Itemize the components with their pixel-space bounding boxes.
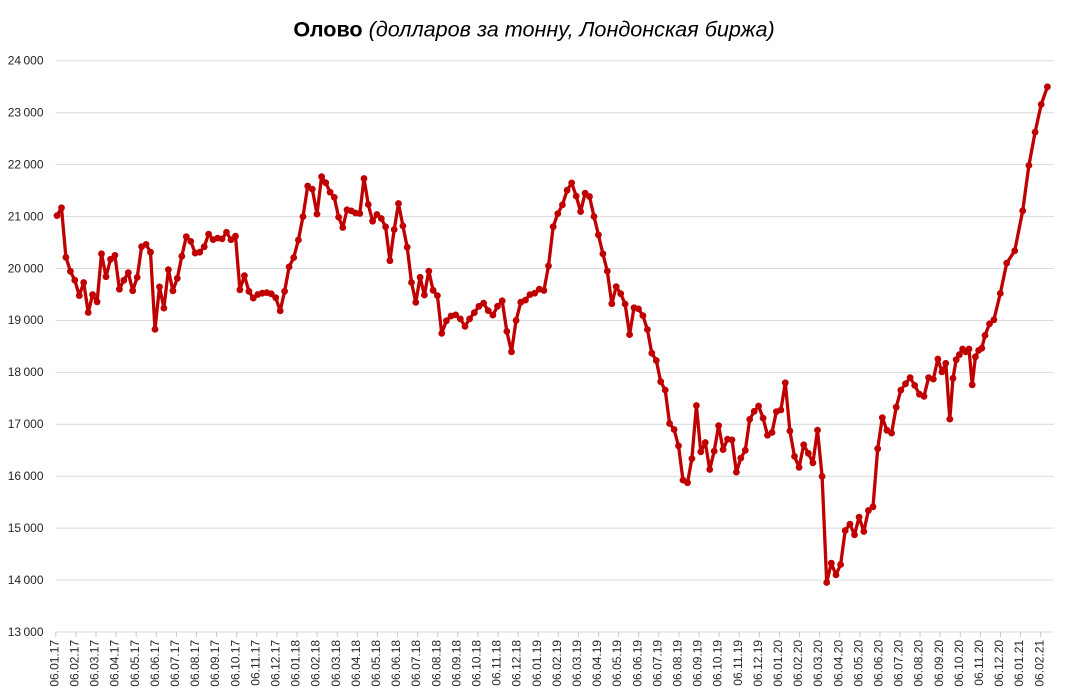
svg-text:23 000: 23 000 xyxy=(8,106,44,120)
svg-text:06.02.17: 06.02.17 xyxy=(68,640,82,687)
svg-text:22 000: 22 000 xyxy=(8,158,44,172)
svg-text:06.12.19: 06.12.19 xyxy=(751,640,765,687)
svg-text:06.12.18: 06.12.18 xyxy=(510,640,524,687)
svg-text:13 000: 13 000 xyxy=(8,625,44,639)
svg-text:06.11.17: 06.11.17 xyxy=(248,640,262,686)
svg-text:06.03.19: 06.03.19 xyxy=(570,640,584,687)
svg-text:06.09.18: 06.09.18 xyxy=(449,640,463,687)
svg-text:06.04.17: 06.04.17 xyxy=(108,640,122,687)
svg-text:21 000: 21 000 xyxy=(8,209,44,223)
svg-text:06.10.18: 06.10.18 xyxy=(470,640,484,687)
svg-text:06.07.19: 06.07.19 xyxy=(650,640,664,687)
svg-text:06.06.17: 06.06.17 xyxy=(148,640,162,687)
svg-text:14 000: 14 000 xyxy=(8,573,44,587)
svg-text:17 000: 17 000 xyxy=(8,417,44,431)
svg-text:06.03.17: 06.03.17 xyxy=(88,640,102,687)
svg-text:19 000: 19 000 xyxy=(8,313,44,327)
svg-text:06.05.17: 06.05.17 xyxy=(128,640,142,687)
svg-text:06.05.19: 06.05.19 xyxy=(610,640,624,687)
svg-text:06.08.20: 06.08.20 xyxy=(912,640,926,687)
svg-text:24 000: 24 000 xyxy=(8,54,44,68)
svg-text:06.02.19: 06.02.19 xyxy=(550,640,564,687)
svg-text:06.10.20: 06.10.20 xyxy=(952,640,966,687)
svg-text:06.12.20: 06.12.20 xyxy=(992,640,1006,687)
svg-text:06.10.19: 06.10.19 xyxy=(711,640,725,687)
svg-text:06.11.18: 06.11.18 xyxy=(490,640,504,686)
svg-text:06.11.20: 06.11.20 xyxy=(972,640,986,686)
svg-text:06.02.18: 06.02.18 xyxy=(309,640,323,687)
svg-text:06.04.20: 06.04.20 xyxy=(831,640,845,687)
svg-text:06.01.19: 06.01.19 xyxy=(530,640,544,687)
svg-text:06.04.18: 06.04.18 xyxy=(349,640,363,687)
svg-text:06.01.20: 06.01.20 xyxy=(771,640,785,687)
svg-text:06.07.17: 06.07.17 xyxy=(168,640,182,687)
svg-text:06.06.19: 06.06.19 xyxy=(630,640,644,687)
svg-text:06.12.17: 06.12.17 xyxy=(269,640,283,687)
svg-text:06.09.20: 06.09.20 xyxy=(932,640,946,687)
svg-text:06.02.20: 06.02.20 xyxy=(791,640,805,687)
svg-text:16 000: 16 000 xyxy=(8,469,44,483)
svg-text:06.05.20: 06.05.20 xyxy=(851,640,865,687)
svg-text:06.11.19: 06.11.19 xyxy=(731,640,745,686)
svg-text:06.09.19: 06.09.19 xyxy=(691,640,705,687)
svg-text:06.04.19: 06.04.19 xyxy=(590,640,604,687)
svg-text:06.01.18: 06.01.18 xyxy=(289,640,303,687)
svg-text:06.03.18: 06.03.18 xyxy=(329,640,343,687)
svg-text:06.01.17: 06.01.17 xyxy=(47,640,61,687)
svg-text:06.08.18: 06.08.18 xyxy=(429,640,443,687)
svg-text:06.07.20: 06.07.20 xyxy=(892,640,906,687)
svg-text:06.09.17: 06.09.17 xyxy=(208,640,222,687)
svg-text:06.01.21: 06.01.21 xyxy=(1012,640,1026,687)
svg-text:06.08.19: 06.08.19 xyxy=(671,640,685,687)
svg-text:06.03.20: 06.03.20 xyxy=(811,640,825,687)
svg-text:06.05.18: 06.05.18 xyxy=(369,640,383,687)
svg-text:06.10.17: 06.10.17 xyxy=(228,640,242,687)
svg-text:Олово (долларов за тонну, Лонд: Олово (долларов за тонну, Лондонская бир… xyxy=(293,17,774,42)
svg-text:06.06.20: 06.06.20 xyxy=(872,640,886,687)
svg-text:06.02.21: 06.02.21 xyxy=(1032,640,1046,687)
svg-text:20 000: 20 000 xyxy=(8,261,44,275)
svg-text:15 000: 15 000 xyxy=(8,521,44,535)
svg-text:06.08.17: 06.08.17 xyxy=(188,640,202,687)
svg-text:06.07.18: 06.07.18 xyxy=(409,640,423,687)
svg-text:06.06.18: 06.06.18 xyxy=(389,640,403,687)
svg-text:18 000: 18 000 xyxy=(8,365,44,379)
